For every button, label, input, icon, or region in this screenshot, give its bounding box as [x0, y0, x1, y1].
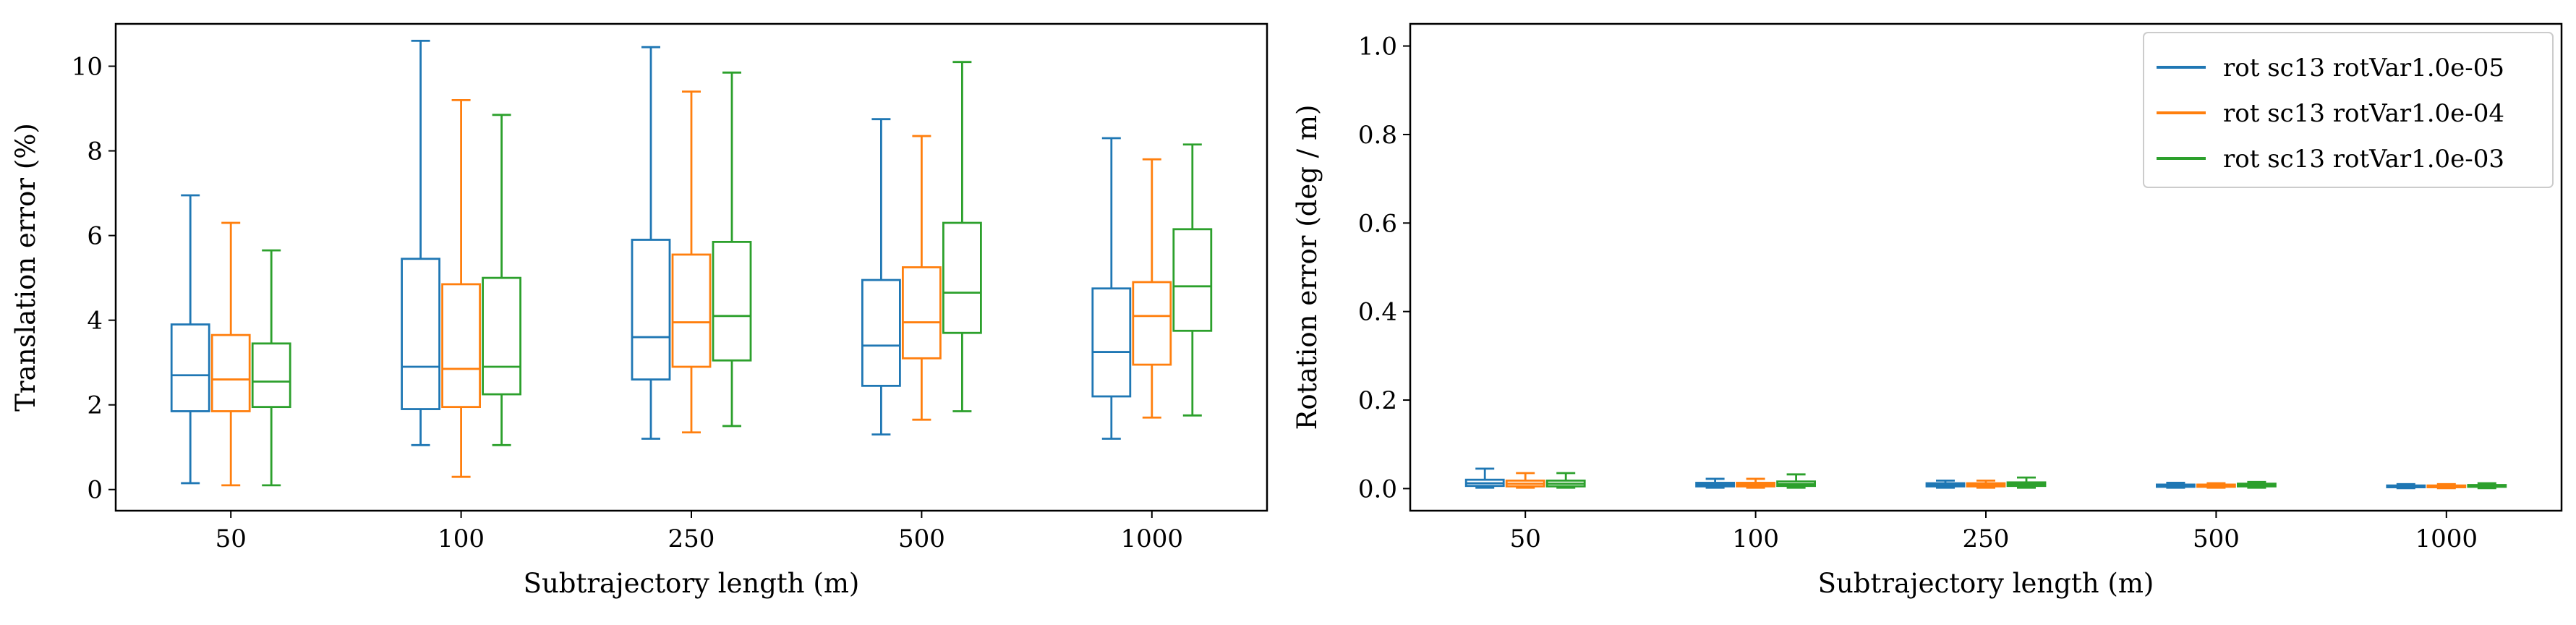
series-1	[210, 90, 1172, 487]
y-tick-label: 0.0	[1358, 475, 1397, 503]
box	[712, 240, 752, 362]
series-1	[1505, 472, 2467, 490]
legend-label: rot sc13 rotVar1.0e-03	[2223, 145, 2504, 174]
y-tick-label: 0.6	[1358, 209, 1397, 238]
y-axis-label: Translation error (%)	[10, 123, 41, 412]
legend-label: rot sc13 rotVar1.0e-04	[2223, 99, 2504, 128]
y-tick-label: 8	[87, 137, 103, 166]
legend-label: rot sc13 rotVar1.0e-05	[2223, 54, 2504, 82]
box	[482, 276, 521, 396]
box	[671, 253, 712, 368]
box	[902, 266, 942, 360]
x-tick-label: 500	[898, 524, 945, 553]
x-tick-label: 1000	[1121, 524, 1184, 553]
x-tick-label: 250	[668, 524, 715, 553]
y-tick-label: 0.2	[1358, 386, 1397, 415]
box	[631, 239, 671, 380]
y-tick-label: 10	[72, 53, 103, 82]
x-tick-label: 50	[216, 524, 247, 553]
rotation-error-chart: 0.0 0.2 0.4 0.6 0.8 1.0 50 100 250 500 1000 Subtraj…	[1292, 22, 2563, 599]
box	[1172, 228, 1213, 332]
box	[251, 342, 291, 409]
box	[1091, 287, 1132, 398]
x-tick-label: 100	[438, 524, 485, 553]
x-tick-label: 1000	[2415, 524, 2478, 553]
x-axis-label: Subtrajectory length (m)	[1818, 568, 2154, 599]
x-tick-label: 100	[1732, 524, 1779, 553]
y-tick-label: 0.8	[1358, 121, 1397, 150]
box	[170, 323, 210, 412]
box	[401, 258, 440, 410]
series-2	[251, 61, 1213, 487]
y-tick-label: 1.0	[1358, 33, 1397, 61]
translation-error-chart: 0 2 4 6 8 10 50 100 250 500 1000 Subtrajectory leng…	[10, 22, 1268, 599]
x-tick-label: 250	[1963, 524, 2010, 553]
legend-frame	[2143, 32, 2554, 188]
box	[1132, 281, 1172, 366]
box	[210, 333, 251, 412]
box	[861, 279, 901, 387]
x-tick-label: 50	[1510, 524, 1541, 553]
series-0	[1464, 467, 2426, 490]
series-0	[170, 40, 1132, 485]
y-tick-label: 0.4	[1358, 298, 1397, 327]
y-tick-label: 2	[87, 391, 103, 420]
y-tick-label: 0	[87, 476, 103, 505]
legend: rot sc13 rotVar1.0e-05 rot sc13 rotVar1.0…	[2143, 32, 2554, 188]
y-axis-label: Rotation error (deg / m)	[1292, 105, 1323, 430]
x-tick-label: 500	[2193, 524, 2240, 553]
y-tick-label: 6	[87, 222, 103, 251]
series-2	[1545, 472, 2507, 490]
box	[942, 221, 982, 334]
x-axis-label: Subtrajectory length (m)	[524, 568, 860, 599]
y-tick-label: 4	[87, 307, 103, 336]
box	[441, 283, 481, 409]
